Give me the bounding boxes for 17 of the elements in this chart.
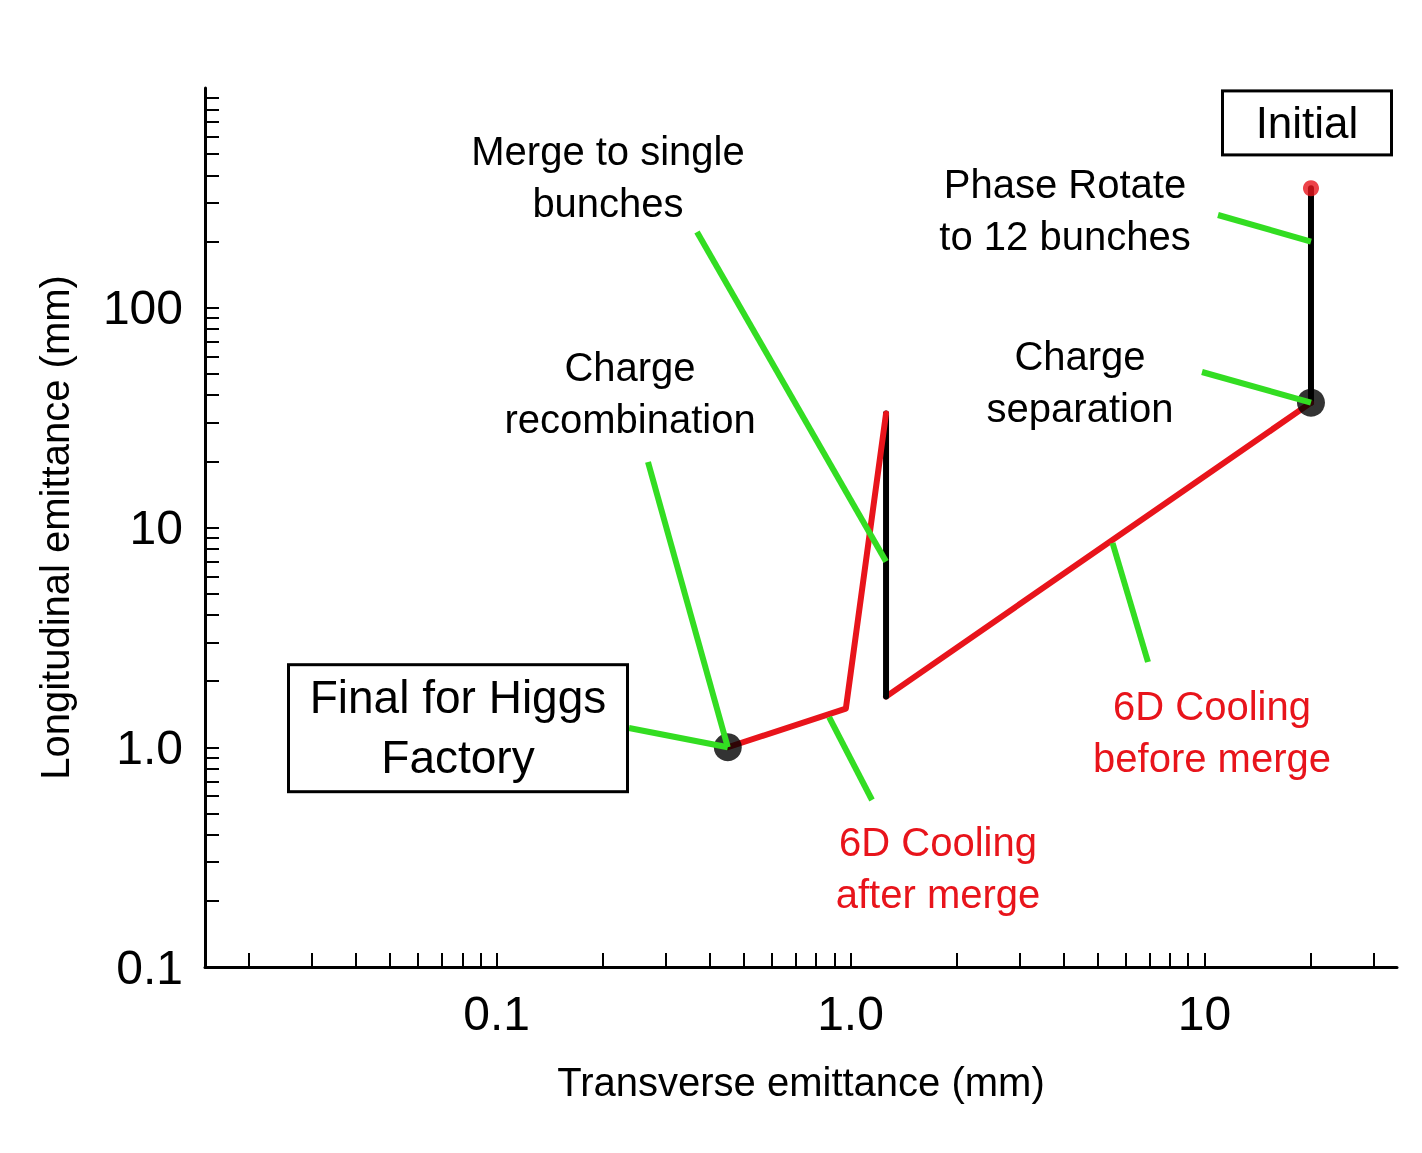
annotation: Final for Higgs Factory: [287, 663, 629, 793]
y-tick-label: 1.0: [116, 720, 183, 774]
annotation: Initial: [1221, 89, 1393, 157]
x-axis-title: Transverse emittance (mm): [557, 1060, 1045, 1104]
annotation: Charge recombination: [503, 344, 757, 443]
y-tick-label: 100: [102, 281, 183, 335]
annotation: Merge to single bunches: [470, 128, 746, 227]
annotation: Phase Rotate to 12 bunches: [938, 161, 1192, 260]
x-tick-label: 1.0: [817, 986, 884, 1040]
y-tick-label: 10: [129, 501, 183, 554]
x-tick-label: 10: [1177, 986, 1232, 1040]
annotation: Charge separation: [985, 333, 1175, 432]
annotation: 6D Cooling before merge: [1092, 683, 1332, 782]
y-axis-title: Longitudinal emittance (mm): [33, 275, 77, 780]
x-tick-label: 0.1: [463, 986, 530, 1040]
annotation: 6D Cooling after merge: [834, 819, 1042, 918]
y-tick-label: 0.1: [116, 940, 183, 994]
